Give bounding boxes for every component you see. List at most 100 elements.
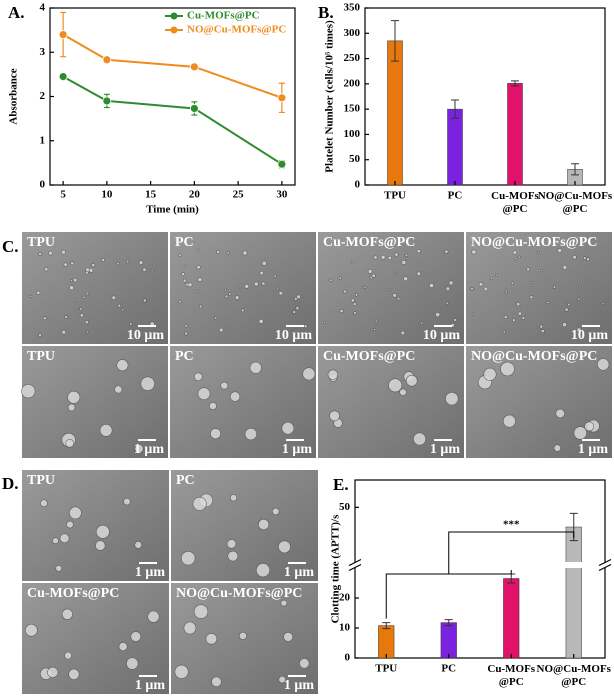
- cell: [52, 537, 59, 545]
- cell: [562, 322, 567, 327]
- y-tick-label: 3: [40, 46, 46, 58]
- cell: [495, 274, 498, 277]
- cell: [278, 540, 291, 554]
- cell: [152, 332, 156, 335]
- cell: [59, 533, 70, 544]
- y-tick-label: 250: [344, 52, 361, 64]
- cell: [72, 277, 78, 283]
- axis-break-mark: [598, 563, 612, 572]
- sem-label: NO@Cu-MOFs@PC: [471, 349, 597, 364]
- cell: [79, 307, 83, 311]
- cell: [343, 289, 347, 294]
- cell: [79, 313, 84, 318]
- sem-image: NO@Cu-MOFs@PC 1 μm: [171, 583, 318, 694]
- cell: [143, 298, 147, 303]
- cell: [299, 658, 310, 669]
- cell: [354, 293, 359, 297]
- error-bar: [511, 80, 519, 87]
- cell: [192, 496, 207, 511]
- cell: [322, 320, 326, 324]
- cell: [490, 276, 494, 280]
- cell: [278, 290, 284, 296]
- cell: [99, 423, 113, 437]
- sem-image: TPU 1 μm: [21, 346, 168, 458]
- cell: [208, 402, 217, 410]
- y-tick-label: 350: [344, 2, 361, 14]
- cell: [500, 361, 515, 377]
- sem-image: PC 1 μm: [170, 346, 316, 458]
- cell: [244, 427, 257, 441]
- x-tick-label: NO@Cu-MOFs @PC: [538, 190, 613, 215]
- cell: [413, 432, 427, 446]
- y-tick-label: 50: [339, 501, 351, 513]
- cell: [529, 295, 534, 300]
- x-tick-label: Cu-MOFs @PC: [491, 190, 539, 215]
- cell: [196, 265, 201, 270]
- cell: [369, 275, 373, 280]
- cell: [526, 267, 531, 272]
- cell: [530, 281, 534, 285]
- cell: [295, 306, 300, 311]
- scale-label: 1 μm: [284, 565, 314, 580]
- cell: [350, 260, 354, 263]
- x-tick-label: 25: [233, 189, 245, 201]
- cell: [388, 378, 403, 393]
- y-tick-label: 2: [40, 90, 46, 102]
- cell: [553, 444, 562, 452]
- cell: [573, 426, 587, 440]
- point: [58, 72, 68, 81]
- cell: [258, 518, 270, 531]
- cell: [238, 631, 247, 640]
- cell: [194, 372, 203, 382]
- cell: [540, 269, 544, 272]
- cell: [116, 359, 129, 372]
- axis-break-gap: [599, 562, 611, 568]
- cell: [502, 329, 506, 334]
- cell: [367, 268, 373, 274]
- error-bar: [444, 619, 453, 627]
- cell: [85, 270, 89, 275]
- x-tick-label: 15: [145, 189, 157, 201]
- cell: [197, 387, 211, 401]
- x-tick-label: TPU: [375, 663, 397, 675]
- cell: [601, 302, 605, 305]
- cell: [445, 286, 451, 291]
- cell: [261, 260, 267, 266]
- cell: [226, 251, 230, 255]
- cell: [242, 250, 248, 256]
- sem-image: PC 1 μm: [171, 470, 318, 581]
- cell: [88, 267, 94, 273]
- axis-break-mark: [598, 558, 612, 567]
- cell: [416, 249, 421, 254]
- cell: [510, 281, 514, 285]
- sem-image: Cu-MOFs@PC 10 μm: [318, 232, 464, 344]
- cell: [564, 307, 569, 312]
- cell: [210, 428, 222, 440]
- y-tick-label: 20: [339, 592, 351, 604]
- cell: [66, 520, 74, 529]
- y-tick-label: 0: [40, 179, 46, 191]
- cell: [272, 507, 280, 516]
- cell: [416, 271, 422, 277]
- series-line: [62, 33, 283, 99]
- cell: [67, 403, 76, 412]
- point: [102, 55, 112, 65]
- scale-label: 10 μm: [127, 328, 164, 343]
- x-tick-label: 10: [101, 189, 113, 201]
- x-tick-label: 5: [60, 189, 66, 201]
- cell: [576, 285, 579, 289]
- cell: [150, 269, 154, 272]
- cell: [253, 281, 259, 287]
- y-tick-label: 300: [344, 27, 361, 39]
- axis-break-mark: [348, 563, 362, 572]
- cell: [281, 421, 295, 435]
- cell: [470, 287, 474, 291]
- cell: [125, 259, 130, 263]
- point: [277, 159, 287, 169]
- cell: [445, 392, 459, 406]
- series-line: [62, 75, 283, 166]
- sem-label: Cu-MOFs@PC: [323, 235, 415, 250]
- y-tick-label: 0: [345, 652, 351, 664]
